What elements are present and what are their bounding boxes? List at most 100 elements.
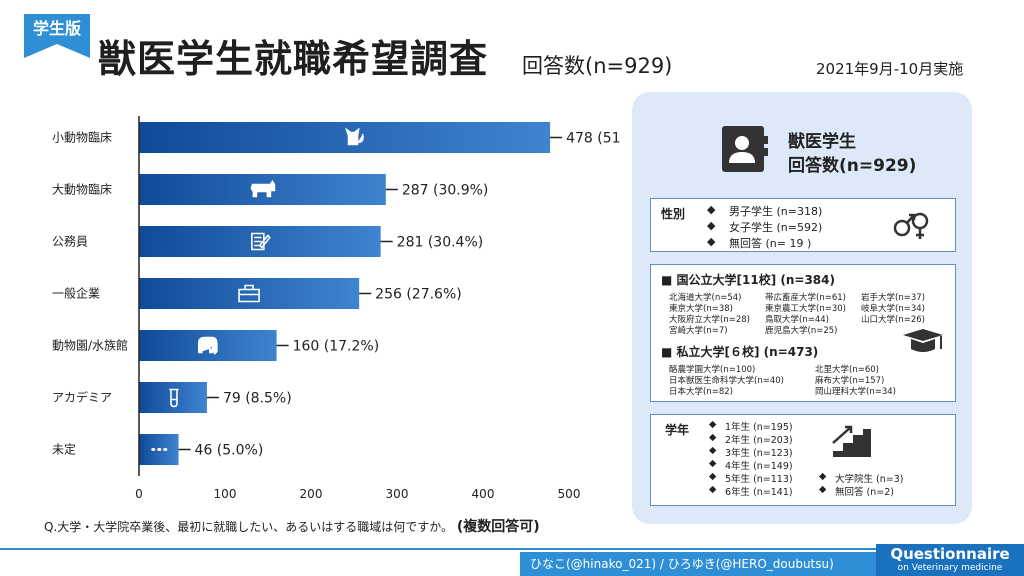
bullet: ◆	[819, 471, 827, 482]
bullet: ◆	[707, 203, 716, 216]
bullet: ◆	[709, 445, 717, 456]
x-tick-label: 0	[135, 487, 143, 501]
data-label: 287 (30.9%)	[402, 183, 489, 199]
gender-symbols-icon	[893, 212, 929, 239]
bullet: ◆	[709, 432, 717, 443]
year-label: 学年	[665, 423, 690, 437]
bar	[139, 382, 207, 413]
bullet: ◆	[707, 235, 716, 248]
bullet: ◆	[819, 484, 827, 495]
school-item: 岡山理科大学(n=34)	[815, 387, 896, 397]
bar	[139, 122, 551, 153]
year-item: 大学院生 (n=3)	[835, 474, 904, 485]
page-title: 獣医学生就職希望調査	[98, 37, 489, 81]
national-label: ■ 国公立大学[11校] (n=384)	[661, 273, 835, 287]
bullet: ◆	[709, 484, 717, 495]
test-tube-icon	[169, 388, 179, 408]
category-label: 大動物臨床	[52, 183, 112, 197]
national-label-text: 国公立大学[11校] (n=384)	[676, 273, 835, 287]
survey-question: Q.大学・大学院卒業後、最初に就職したい、あるいはする職域は何ですか。 (複数回…	[44, 516, 540, 536]
year-item: 無回答 (n=2)	[835, 487, 894, 498]
category-label: アカデミア	[52, 390, 112, 405]
gender-label: 性別	[661, 207, 686, 221]
year-item: 2年生 (n=203)	[725, 435, 793, 446]
data-label: 256 (27.6%)	[375, 287, 462, 303]
school-item: 北海道大学(n=54)	[669, 293, 742, 303]
gender-item: 男子学生 (n=318)	[729, 205, 823, 218]
private-label: ■ 私立大学[６校] (n=473)	[661, 345, 819, 359]
x-tick-label: 100	[214, 487, 237, 501]
year-item: 3年生 (n=123)	[725, 448, 793, 459]
school-item: 日本獣医生命科学大学(n=40)	[669, 376, 784, 386]
graduation-cap-icon	[903, 329, 943, 352]
panel-heading-line2: 回答数(n=929)	[788, 156, 917, 176]
footer-divider	[0, 548, 1024, 550]
footer: ひなこ(@hinako_021) / ひろゆき(@HERO_doubutsu) …	[0, 544, 1024, 576]
university-box: ■ 国公立大学[11校] (n=384) 北海道大学(n=54) 帯広畜産大学(…	[650, 264, 956, 402]
x-tick-label: 300	[386, 487, 409, 501]
data-label: 281 (30.4%)	[397, 235, 484, 251]
data-label: 160 (17.2%)	[293, 339, 380, 355]
badge-ribbon-tail	[24, 44, 90, 58]
school-item: 岩手大学(n=37)	[861, 293, 925, 303]
year-item: 4年生 (n=149)	[725, 461, 793, 472]
brand-block: Questionnaire on Veterinary medicine	[876, 544, 1024, 576]
elephant-icon	[198, 336, 218, 356]
category-label: 公務員	[52, 235, 88, 249]
badge-label: 学生版	[24, 14, 90, 44]
school-item: 岐阜大学(n=34)	[861, 304, 925, 314]
stairs-up-icon	[832, 425, 871, 457]
briefcase-icon	[238, 284, 260, 303]
bullet: ◆	[709, 471, 717, 482]
school-item: 麻布大学(n=157)	[815, 376, 885, 386]
gender-item: 女子学生 (n=592)	[729, 221, 823, 234]
x-tick-label: 400	[472, 487, 495, 501]
data-label: 46 (5.0%)	[195, 443, 264, 459]
category-label: 未定	[52, 442, 76, 457]
x-tick-label: 500	[558, 487, 581, 501]
school-item: 山口大学(n=26)	[861, 315, 925, 325]
respondent-summary-panel: 獣医学生 回答数(n=929) 性別 ◆ 男子学生 (n=318) ◆ 女子学生…	[632, 92, 972, 524]
school-item: 酪農学園大学(n=100)	[669, 365, 756, 375]
school-item: 日本大学(n=82)	[669, 387, 733, 397]
data-label: 79 (8.5%)	[223, 391, 292, 407]
survey-date: 2021年9月-10月実施	[816, 60, 964, 78]
school-item: 北里大学(n=60)	[815, 365, 879, 375]
panel-heading: 獣医学生 回答数(n=929)	[788, 130, 916, 178]
category-label: 動物園/水族館	[52, 338, 128, 353]
data-label: 478 (51.5%)	[566, 131, 620, 147]
year-item: 6年生 (n=141)	[725, 487, 793, 498]
x-tick-label: 200	[300, 487, 323, 501]
student-edition-badge: 学生版	[24, 14, 90, 58]
cat-icon	[344, 127, 364, 146]
question-text: Q.大学・大学院卒業後、最初に就職したい、あるいはする職域は何ですか。	[44, 520, 454, 534]
bullet: ◆	[707, 219, 716, 232]
brand-subtitle: on Veterinary medicine	[897, 563, 1003, 573]
year-item: 1年生 (n=195)	[725, 422, 793, 433]
school-item: 鹿児島大学(n=25)	[765, 326, 838, 336]
school-item: 宮崎大学(n=7)	[669, 326, 728, 336]
question-note: (複数回答可)	[456, 519, 540, 535]
social-accounts: ひなこ(@hinako_021) / ひろゆき(@HERO_doubutsu)	[520, 552, 876, 576]
gender-item: 無回答 (n= 19 )	[729, 237, 812, 250]
bar	[139, 278, 360, 309]
document-pen-icon	[251, 232, 271, 251]
school-item: 東京大学(n=38)	[669, 304, 733, 314]
bullet: ◆	[709, 458, 717, 469]
school-item: 大阪府立大学(n=28)	[669, 315, 750, 325]
bar-chart: 小動物臨床 478 (51.5%) 大動物臨床 287 (30.9%) 公務員 281 (…	[52, 116, 620, 501]
school-year-box: 学年 ◆ 1年生 (n=195) ◆ 2年生 (n=203) ◆ 3年生 (n=…	[650, 414, 956, 506]
private-label-text: 私立大学[６校] (n=473)	[676, 345, 819, 359]
school-item: 鳥取大学(n=44)	[765, 315, 829, 325]
cow-icon	[250, 180, 276, 198]
brand-title: Questionnaire	[890, 545, 1010, 563]
school-item: 東京農工大学(n=30)	[765, 304, 846, 314]
bullet: ◆	[709, 419, 717, 430]
year-item: 5年生 (n=113)	[725, 474, 793, 485]
category-label: 小動物臨床	[52, 131, 112, 145]
gender-box: 性別 ◆ 男子学生 (n=318) ◆ 女子学生 (n=592) ◆ 無回答 (…	[650, 198, 956, 252]
school-item: 帯広畜産大学(n=61)	[765, 293, 846, 303]
category-label: 一般企業	[52, 286, 100, 301]
response-count: 回答数(n=929)	[522, 54, 673, 78]
contact-card-icon	[722, 126, 768, 172]
